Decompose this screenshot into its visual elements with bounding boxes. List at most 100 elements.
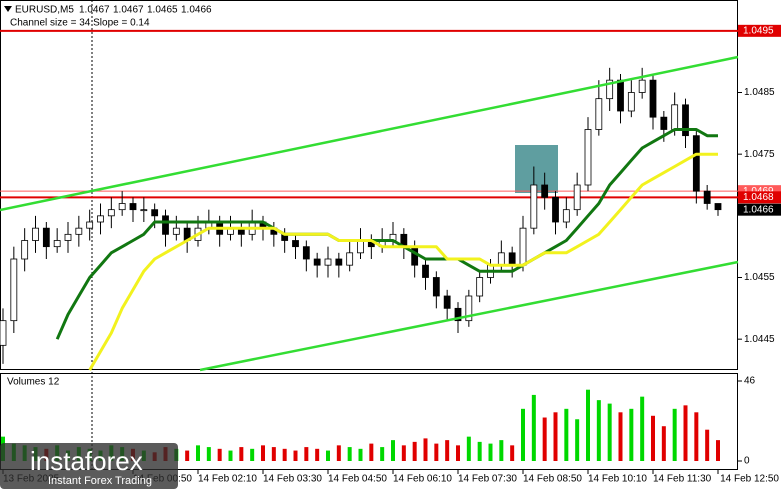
volume-bar	[542, 417, 547, 461]
candle-body	[671, 104, 679, 130]
volume-bar	[521, 408, 525, 461]
symbol-title: EURUSD,M5	[15, 5, 74, 16]
volume-bar	[380, 447, 385, 461]
volume-bar	[217, 448, 222, 461]
volume-bar	[456, 445, 460, 461]
level-label-bg	[738, 191, 781, 204]
candle-body	[552, 196, 559, 223]
candle-body	[530, 184, 538, 229]
candle-body	[541, 184, 549, 198]
candle-body	[10, 258, 18, 322]
candle-body	[162, 215, 169, 235]
volume-bar	[412, 441, 417, 461]
candle-body	[508, 252, 516, 266]
volume-bar	[672, 408, 677, 461]
candle-body	[86, 221, 94, 229]
volume-bar	[586, 389, 590, 461]
volume-bar	[423, 438, 428, 461]
x-tick-label: 14 Feb 04:50	[328, 474, 387, 485]
volume-bar	[575, 419, 580, 461]
subtitle: Channel size = 34 Slope = 0.14	[10, 18, 150, 29]
volume-bar	[716, 440, 720, 461]
moving-average	[55, 128, 718, 340]
channel-upper	[0, 55, 739, 212]
menu-arrow	[4, 6, 12, 12]
volume-bar	[683, 405, 688, 461]
candle-body	[21, 240, 29, 260]
volume-bar	[434, 443, 439, 461]
volume-bar	[185, 450, 190, 461]
candle-body	[443, 295, 451, 309]
candle-body	[497, 252, 505, 266]
x-tick-label: 14 Feb 03:30	[263, 474, 322, 485]
candle-body	[118, 203, 126, 211]
candle-body	[703, 190, 711, 204]
candle-body	[64, 233, 72, 241]
y-tick-label: 1.0475	[744, 149, 775, 160]
quote-low: 1.0465	[147, 5, 178, 16]
y-tick-label: 1.0485	[744, 87, 775, 98]
volume-bar	[445, 440, 450, 461]
level-label: 1.0468	[743, 192, 774, 203]
volume-bar	[304, 447, 309, 461]
x-tick-label: 14 Feb 10:10	[588, 474, 647, 485]
candle-body	[692, 135, 700, 192]
candle-body	[660, 116, 668, 130]
x-tick-label: 14 Feb 06:10	[393, 474, 452, 485]
volume-tick-label: 46	[744, 376, 756, 387]
candle-body	[151, 209, 159, 217]
volume-bar	[369, 443, 374, 461]
candle-body	[454, 307, 462, 322]
volume-bar	[206, 447, 211, 461]
volume-bar	[553, 412, 558, 461]
candle-body	[519, 227, 527, 266]
marks	[0, 29, 738, 461]
volume-tick-label: 0	[744, 456, 750, 467]
candle-body	[140, 209, 148, 212]
volume-bar	[661, 426, 666, 461]
candle-body	[292, 240, 299, 248]
volume-bar	[629, 408, 634, 461]
volume-bar	[705, 429, 710, 461]
price-panel	[0, 0, 738, 370]
level-label: 1.0495	[743, 25, 774, 36]
volume-title: Volumes 12	[7, 377, 60, 388]
candle-body	[682, 104, 689, 137]
candle-body	[42, 227, 50, 248]
candle-body	[324, 258, 332, 266]
volume-bar	[391, 440, 395, 461]
watermark-brand: instaforex	[30, 446, 143, 476]
candle-body	[172, 227, 180, 235]
watermark-tagline: Instant Forex Trading	[48, 475, 152, 487]
volume-bar	[250, 448, 255, 461]
volume-bar	[196, 445, 200, 461]
candle-body	[107, 209, 115, 217]
volume-bar	[228, 450, 233, 461]
volume-bar	[618, 412, 623, 461]
volume-bar	[466, 436, 471, 461]
channel-lower	[199, 260, 739, 372]
candle-body	[476, 277, 484, 297]
candle-body	[346, 252, 354, 266]
y-tick-label: 1.0455	[744, 272, 775, 283]
volume-bar	[564, 408, 569, 461]
candle-body	[313, 258, 321, 266]
candle-body	[573, 184, 581, 211]
candle-body	[562, 209, 570, 223]
volume-bar	[596, 400, 601, 461]
volume-bar	[347, 447, 352, 461]
candle-body	[357, 240, 364, 254]
volume-bar	[510, 445, 515, 461]
volume-bar	[271, 447, 276, 461]
candle-body	[97, 215, 104, 223]
candle-body	[53, 240, 61, 248]
candle-body	[422, 264, 429, 278]
level-label: 1.0469	[743, 186, 774, 197]
volume-bar	[261, 445, 265, 461]
last-price-label: 1.0466	[743, 204, 774, 215]
volume-bar	[336, 445, 341, 461]
candle-body	[0, 320, 7, 346]
candle-body	[432, 277, 440, 297]
quote-high: 1.0467	[113, 5, 144, 16]
y-tick-label: 1.0445	[744, 334, 775, 345]
